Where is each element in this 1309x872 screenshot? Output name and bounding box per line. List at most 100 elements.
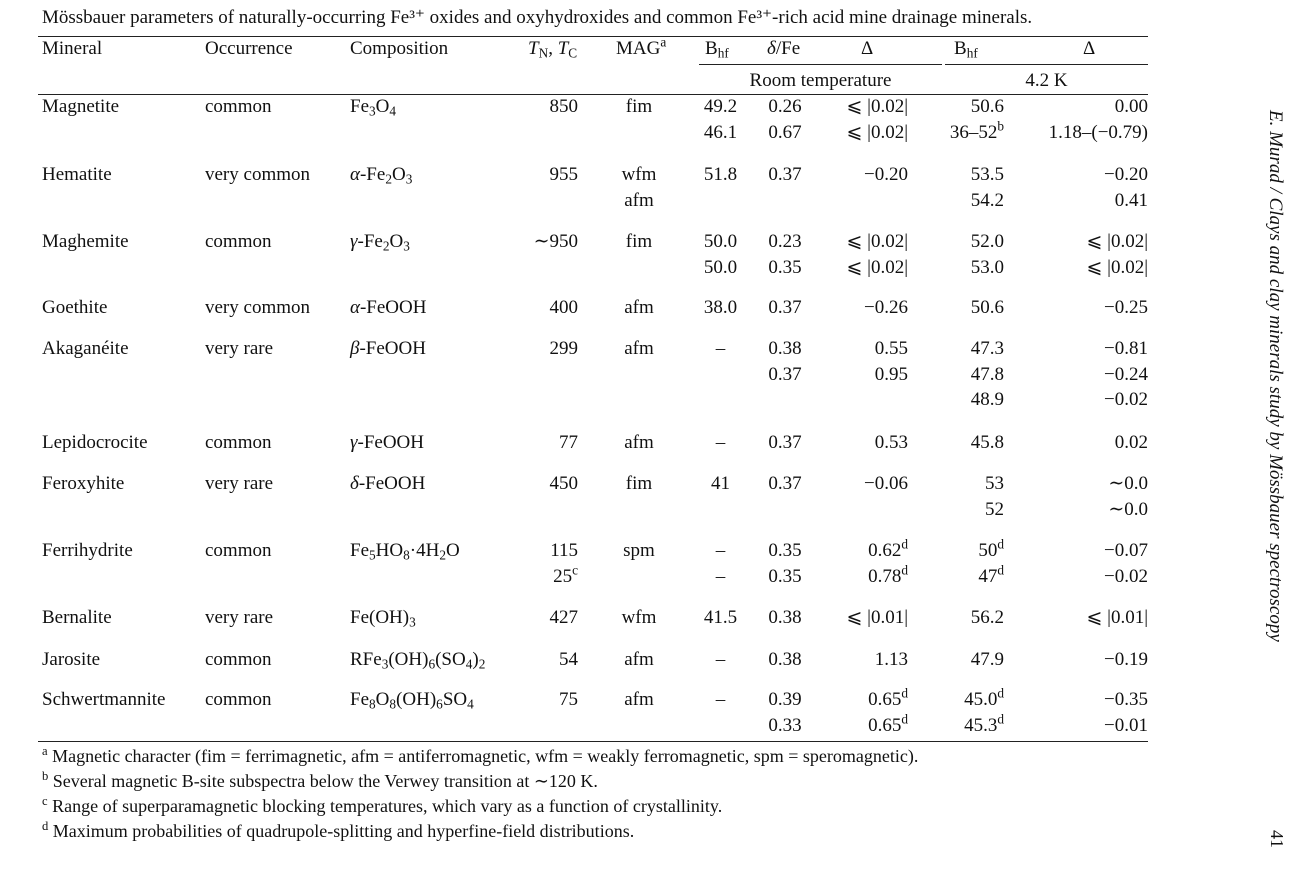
footnote-mark: c [42,794,48,809]
cell-quadrupole-4k: 0.41 [1114,189,1148,211]
footnote-text: Several magnetic B-site subspectra below… [48,771,598,791]
cell-bhf-4k: 53 [985,473,1004,494]
cell-quadrupole: 0.62d [868,536,908,561]
cell-quadrupole-4k: −0.01 [1104,714,1148,736]
cell-tn-tc: 850 [549,96,579,117]
cell-quadrupole-4k: −0.20 [1104,164,1148,185]
cell-bhf-4k: 45.3d [964,711,1004,736]
cell-tn-tc: 450 [549,473,579,494]
cell-mag: wfm [621,607,657,628]
cell-occurrence: common [205,432,272,453]
cell-delta-fe: 0.33 [768,714,802,736]
cell-quadrupole: 0.78d [868,562,908,587]
cell-bhf-4k: 50d [978,536,1004,561]
cell-bhf-4k: 53.5 [970,164,1004,185]
bottom-rule [38,741,1148,742]
cell-bhf: 38.0 [703,297,738,318]
cell-bhf: – [715,565,726,587]
cell-bhf: 49.2 [703,96,738,117]
cell-bhf-4k: 36–52b [949,118,1004,143]
cell-bhf-4k: 47.8 [970,363,1004,385]
cell-delta-fe: 0.38 [768,649,802,670]
cell-quadrupole: 0.55 [874,338,908,359]
cell-mineral: Bernalite [42,607,112,628]
cell-quadrupole: 0.65d [868,711,908,736]
cell-occurrence: common [205,96,272,117]
cell-mineral: Jarosite [42,649,101,670]
footnote-c: c Range of superparamagnetic blocking te… [42,795,722,817]
header-mineral: Mineral [42,38,103,59]
cell-mag: afm [624,689,654,710]
cell-bhf: 46.1 [703,121,738,143]
cell-composition: Fe5HO8·4H2O [350,540,460,563]
cell-tn-tc: 427 [549,607,579,628]
cell-quadrupole-4k: 0.02 [1114,432,1148,453]
cell-quadrupole: ⩽ |0.01| [846,607,908,628]
footnote-mark: d [42,819,49,834]
cell-mag: afm [624,338,654,359]
cell-delta-fe: 0.26 [768,96,802,117]
cell-bhf-4k: 47d [978,562,1004,587]
footnote-a: a Magnetic character (fim = ferrimagneti… [42,745,918,767]
cell-delta-fe: 0.37 [768,164,802,185]
cell-bhf: – [715,540,726,561]
cell-tn-tc: 400 [549,297,579,318]
cell-delta-fe: 0.35 [768,540,802,561]
cell-mineral: Maghemite [42,231,129,252]
mossbauer-table: Mineral Occurrence Composition TN, TC MA… [38,36,1148,743]
cell-quadrupole-4k: 0.00 [1114,96,1148,117]
cell-bhf-4k: 56.2 [970,607,1004,628]
cell-composition: γ-Fe2O3 [350,231,410,254]
cell-quadrupole-4k: −0.35 [1104,689,1148,710]
cell-mineral: Ferrihydrite [42,540,133,561]
cell-quadrupole-4k: −0.02 [1104,389,1148,410]
cell-occurrence: common [205,540,272,561]
cell-quadrupole-4k: −0.81 [1104,338,1148,359]
cell-occurrence: common [205,689,272,710]
cell-mineral: Schwertmannite [42,689,166,710]
cell-mineral: Feroxyhite [42,473,125,494]
cell-mineral: Magnetite [42,96,120,117]
cell-quadrupole: 0.95 [874,363,908,385]
top-rule [38,36,1148,37]
cell-quadrupole: 1.13 [874,649,908,670]
cell-mag: afm [624,297,654,318]
cell-mag: fim [625,231,653,252]
cell-composition: α-FeOOH [350,297,427,318]
cell-occurrence: very rare [205,338,274,359]
cell-occurrence: common [205,231,272,252]
table-caption: Mössbauer parameters of naturally-occurr… [42,7,1033,28]
header-bhf: Bhf [705,38,729,61]
cell-delta-fe: 0.35 [768,565,802,587]
cell-tn-tc: 299 [549,338,579,359]
header-tn-tc: TN, TC [528,38,578,61]
cell-quadrupole-4k: −0.25 [1104,297,1148,318]
cell-occurrence: very common [205,297,311,318]
running-head: E. Murad / Clays and clay minerals study… [1265,110,1286,642]
header-occurrence: Occurrence [205,38,293,59]
cell-bhf-4k: 52 [985,498,1004,520]
footnote-text: Range of superparamagnetic blocking temp… [47,796,723,816]
cell-mag: fim [625,96,653,117]
cell-tn-tc: 75 [559,689,578,710]
cell-quadrupole-4k: −0.02 [1104,565,1148,587]
cell-occurrence: common [205,649,272,670]
cell-composition: α-Fe2O3 [350,164,413,187]
cell-mineral: Lepidocrocite [42,432,148,453]
cell-quadrupole: ⩽ |0.02| [846,231,908,252]
cell-bhf: – [715,338,726,359]
cell-bhf-4k: 47.9 [970,649,1004,670]
low-temp-rule [945,64,1148,65]
footnote-b: b Several magnetic B-site subspectra bel… [42,770,598,792]
header-bhf-4k: Bhf [954,38,978,61]
cell-bhf-4k: 45.8 [970,432,1004,453]
cell-delta-fe: 0.35 [768,256,802,278]
cell-bhf-4k: 54.2 [970,189,1004,211]
cell-mineral: Goethite [42,297,108,318]
cell-tn-tc: 115 [550,540,578,561]
cell-bhf-4k: 50.6 [970,297,1004,318]
cell-bhf-4k: 53.0 [970,256,1004,278]
cell-bhf-4k: 52.0 [970,231,1004,252]
cell-quadrupole-4k: 1.18–(−0.79) [1048,121,1148,143]
footnote-text: Magnetic character (fim = ferrimagnetic,… [47,746,919,766]
